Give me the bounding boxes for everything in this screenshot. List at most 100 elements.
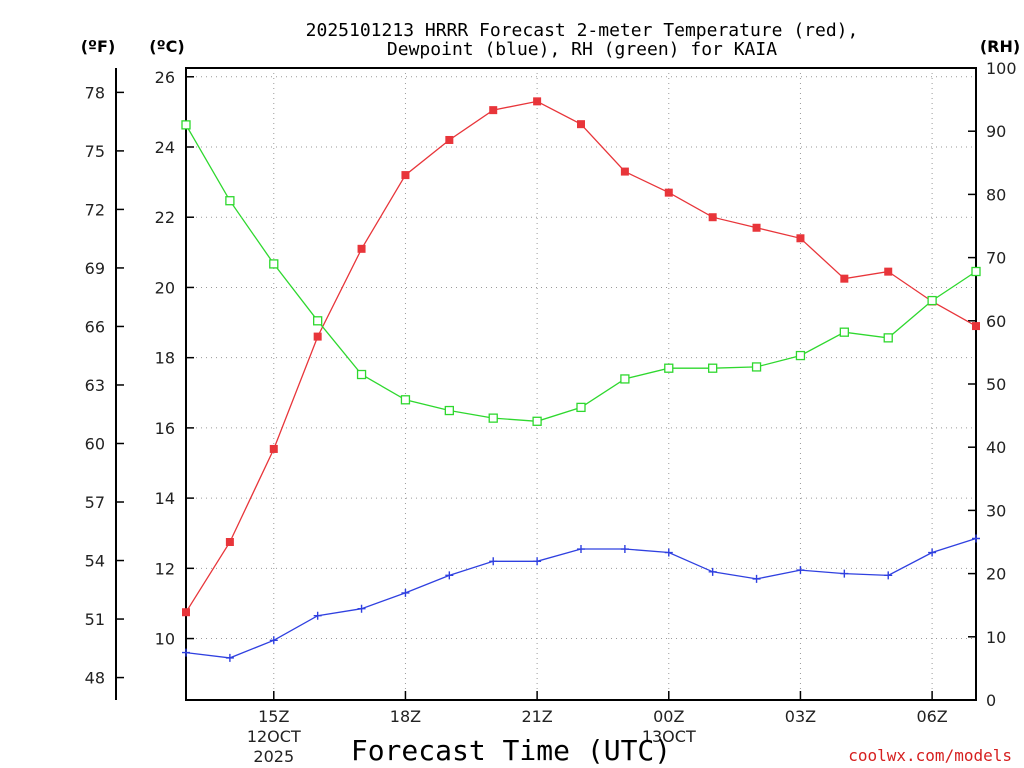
x-tick-label: 00Z — [653, 707, 684, 726]
axes: 48 51 54 57 60 63 66 69 72 75 78 10 12 14 16 18 20 22 24 26… — [85, 59, 1017, 766]
dewpoint-point — [577, 545, 585, 554]
dewpoint-point — [796, 566, 805, 575]
dewpoint-point — [225, 653, 234, 662]
dewpoint-point — [972, 534, 980, 543]
dewpoint-line — [185, 537, 977, 659]
temperature-point — [840, 274, 849, 283]
temperature-point — [972, 322, 980, 331]
fahrenheit-tick-label: 57 — [85, 493, 105, 512]
fahrenheit-tick-label: 78 — [85, 83, 105, 102]
temperature-point — [445, 135, 454, 144]
rh-tick-label: 60 — [986, 312, 1006, 331]
rh-point — [444, 405, 454, 416]
rh-point — [400, 395, 411, 405]
celsius-tick-label: 24 — [155, 138, 175, 157]
rh-point — [225, 196, 235, 206]
x-tick-date-label: 12OCT — [247, 727, 301, 746]
rh-tick-label: 80 — [986, 185, 1006, 204]
fahrenheit-tick-label: 54 — [85, 552, 105, 571]
rh-tick-label: 100 — [986, 59, 1017, 78]
rh-point — [532, 416, 542, 426]
fahrenheit-tick-label: 72 — [85, 200, 105, 219]
rh-point — [181, 120, 191, 130]
unit-label-fahrenheit: (ºF) — [81, 37, 116, 56]
celsius-tick-label: 14 — [155, 489, 175, 508]
temperature-point — [489, 106, 498, 115]
dewpoint-point — [533, 557, 542, 566]
rh-point — [971, 266, 981, 277]
fahrenheit-tick-label: 69 — [85, 259, 105, 278]
dewpoint-point — [840, 569, 849, 578]
rh-tick-label: 50 — [986, 375, 1006, 394]
rh-tick-label: 90 — [986, 122, 1006, 141]
rh-point — [313, 316, 323, 326]
rh-point — [356, 369, 367, 380]
temperature-point — [533, 97, 542, 106]
temperature-point — [357, 244, 366, 253]
celsius-tick-label: 12 — [155, 559, 175, 578]
rh-point — [664, 363, 674, 373]
temperature-point — [225, 538, 234, 546]
rh-tick-label: 0 — [986, 691, 996, 710]
temperature-point — [796, 234, 805, 243]
fahrenheit-tick-label: 66 — [85, 317, 105, 336]
credit-text[interactable]: coolwx.com/models — [848, 746, 1012, 765]
rh-point — [883, 333, 893, 343]
temperature-point — [577, 120, 585, 129]
rh-point — [576, 402, 586, 413]
temperature-point — [884, 267, 893, 276]
dewpoint-point — [884, 571, 893, 580]
dewpoint-point — [928, 548, 937, 557]
temperature-point — [620, 167, 629, 176]
rh-point — [269, 259, 279, 269]
dewpoint-point — [401, 588, 410, 597]
x-tick-label: 03Z — [785, 707, 816, 726]
x-axis-label: Forecast Time (UTC) — [351, 734, 671, 767]
rh-point — [751, 362, 762, 372]
plot-frame — [185, 67, 977, 701]
celsius-tick-label: 16 — [155, 419, 175, 438]
dewpoint-point — [269, 636, 278, 645]
rh-point — [927, 295, 937, 306]
celsius-tick-label: 10 — [155, 630, 175, 649]
dewpoint-point — [708, 567, 717, 576]
dewpoint-point — [620, 545, 629, 554]
celsius-tick-label: 18 — [155, 349, 175, 368]
rh-tick-label: 70 — [986, 249, 1006, 268]
temperature-point — [664, 188, 673, 197]
rh-point — [795, 350, 806, 361]
unit-label-rh: (RH) — [980, 37, 1020, 56]
rh-tick-label: 10 — [986, 628, 1006, 647]
temperature-point — [269, 444, 278, 453]
rh-tick-label: 20 — [986, 565, 1006, 584]
celsius-tick-label: 26 — [155, 68, 175, 87]
dewpoint-point — [664, 548, 673, 557]
chart-title-line1: 2025101213 HRRR Forecast 2-meter Tempera… — [306, 20, 859, 41]
series-layer — [181, 97, 981, 662]
celsius-tick-label: 20 — [155, 278, 175, 297]
dewpoint-point — [445, 571, 454, 580]
fahrenheit-tick-label: 75 — [85, 142, 105, 161]
temperature-point — [182, 608, 190, 617]
dewpoint-point — [489, 557, 498, 566]
chart-title-line2: Dewpoint (blue), RH (green) for KAIA — [387, 39, 777, 60]
rh-tick-label: 30 — [986, 501, 1006, 520]
fahrenheit-tick-label: 51 — [85, 610, 105, 629]
rh-point — [488, 413, 498, 423]
rh-point — [708, 363, 718, 373]
x-tick-label: 21Z — [521, 707, 552, 726]
temperature-point — [313, 332, 322, 341]
rh-point — [620, 374, 630, 384]
fahrenheit-tick-label: 60 — [85, 434, 105, 453]
dewpoint-point — [752, 574, 761, 583]
temperature-line — [185, 100, 977, 613]
dewpoint-point — [357, 604, 366, 613]
rh-line — [185, 124, 977, 422]
temperature-point — [401, 171, 410, 180]
temperature-point — [708, 213, 717, 222]
fahrenheit-tick-label: 63 — [85, 376, 105, 395]
x-tick-label: 15Z — [258, 707, 289, 726]
unit-label-celsius: (ºC) — [149, 37, 184, 56]
celsius-tick-label: 22 — [155, 208, 175, 227]
